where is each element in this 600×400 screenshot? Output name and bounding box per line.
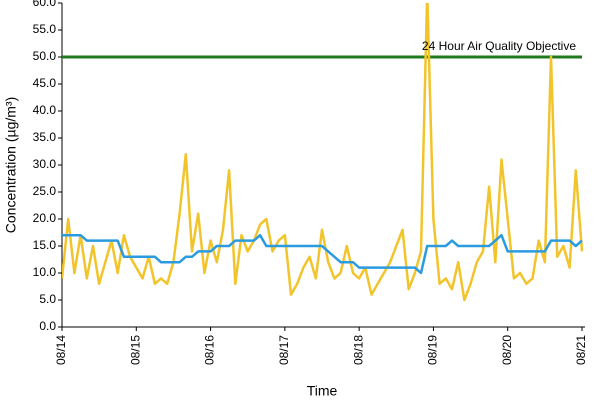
plot-area <box>62 3 584 302</box>
x-tick-label: 08/18 <box>351 335 365 365</box>
x-tick-label: 08/19 <box>426 335 440 365</box>
y-tick-label: 15.0 <box>33 238 57 252</box>
series-line <box>62 233 583 275</box>
x-tick-label: 08/20 <box>500 335 514 365</box>
y-tick-label: 0.0 <box>39 319 56 333</box>
x-tick-label: 08/16 <box>203 335 217 365</box>
x-tick-label: 08/21 <box>574 335 588 365</box>
x-axis-label: Time <box>307 383 338 399</box>
y-tick-label: 40.0 <box>33 103 57 117</box>
x-tick-label: 08/17 <box>277 335 291 365</box>
x-tick-label: 08/14 <box>54 335 68 365</box>
y-tick-label: 55.0 <box>33 22 57 36</box>
y-tick-label: 5.0 <box>39 292 56 306</box>
y-tick-label: 10.0 <box>33 265 57 279</box>
y-tick-label: 30.0 <box>33 157 57 171</box>
y-tick-label: 20.0 <box>33 211 57 225</box>
y-tick-label: 50.0 <box>33 49 57 63</box>
y-axis-label: Concentration (µg/m³) <box>3 97 19 233</box>
y-tick-label: 25.0 <box>33 184 57 198</box>
y-tick-label: 60.0 <box>33 0 57 9</box>
y-tick-label: 35.0 <box>33 130 57 144</box>
x-tick-label: 08/15 <box>128 335 142 365</box>
objective-label: 24 Hour Air Quality Objective <box>422 39 576 53</box>
y-tick-label: 45.0 <box>33 76 57 90</box>
